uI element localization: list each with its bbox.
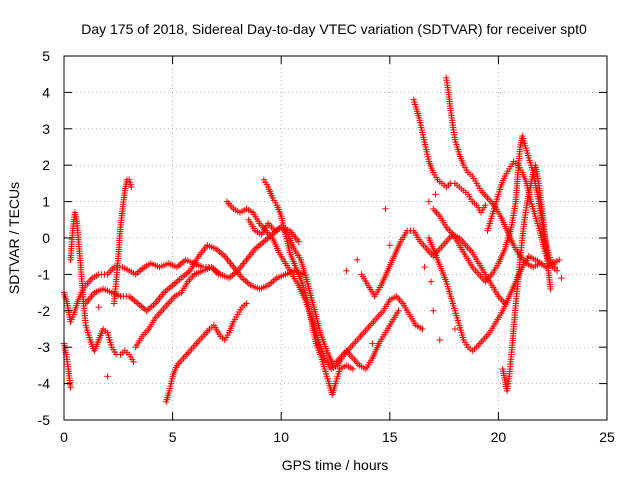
x-tick-label: 25 bbox=[599, 429, 615, 445]
x-axis-label: GPS time / hours bbox=[282, 457, 389, 473]
x-tick-label: 0 bbox=[60, 429, 68, 445]
y-tick-label: 3 bbox=[42, 121, 50, 137]
data-point bbox=[419, 325, 426, 333]
axis-ticks: -5 -4 -3 -2 -1 0 1 2 3 4 5 0 5 10 15 20 25 bbox=[38, 48, 615, 445]
y-tick-label: 1 bbox=[42, 194, 50, 210]
data-point bbox=[556, 256, 563, 264]
data-point bbox=[425, 198, 433, 205]
data-point bbox=[558, 274, 565, 282]
data-points bbox=[60, 74, 565, 405]
data-point bbox=[538, 260, 546, 267]
data-point bbox=[386, 242, 393, 249]
data-point bbox=[430, 307, 437, 314]
y-tick-label: -4 bbox=[38, 376, 51, 392]
x-tick-label: 20 bbox=[491, 429, 507, 445]
y-tick-label: -1 bbox=[38, 266, 51, 282]
data-point bbox=[427, 278, 435, 285]
data-point bbox=[451, 325, 459, 333]
data-point bbox=[421, 263, 428, 271]
data-point bbox=[432, 191, 439, 198]
y-tick-label: -3 bbox=[38, 339, 51, 355]
x-tick-label: 5 bbox=[169, 429, 177, 445]
data-point bbox=[130, 358, 137, 365]
data-point bbox=[128, 183, 135, 191]
y-tick-label: 0 bbox=[42, 230, 50, 246]
y-axis-label: SDTVAR / TECUs bbox=[6, 182, 22, 294]
data-point bbox=[343, 267, 350, 274]
y-tick-label: -5 bbox=[38, 412, 51, 428]
y-tick-label: 2 bbox=[42, 157, 50, 173]
data-point bbox=[295, 238, 302, 245]
data-point bbox=[67, 384, 74, 391]
data-point bbox=[95, 303, 102, 311]
y-tick-label: 4 bbox=[42, 84, 50, 100]
data-point bbox=[354, 256, 361, 264]
y-tick-label: -2 bbox=[38, 303, 51, 319]
y-tick-label: 5 bbox=[42, 48, 50, 64]
data-point bbox=[369, 340, 376, 347]
x-tick-label: 10 bbox=[273, 429, 289, 445]
data-point bbox=[395, 307, 402, 314]
data-point bbox=[547, 285, 554, 293]
data-point bbox=[482, 202, 489, 209]
x-tick-label: 15 bbox=[382, 429, 398, 445]
data-point bbox=[349, 365, 357, 373]
data-point bbox=[553, 267, 561, 274]
data-point bbox=[243, 300, 250, 307]
data-point bbox=[436, 336, 443, 344]
data-point bbox=[104, 373, 111, 380]
chart-title: Day 175 of 2018, Sidereal Day-to-day VTE… bbox=[81, 21, 587, 37]
data-point bbox=[382, 205, 389, 213]
